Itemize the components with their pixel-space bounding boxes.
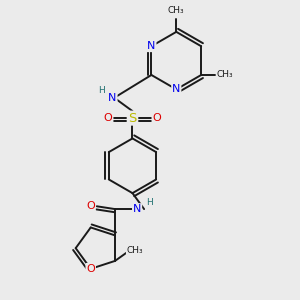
Text: H: H (99, 86, 105, 95)
Text: H: H (146, 198, 152, 207)
Text: N: N (108, 93, 117, 103)
Text: CH₃: CH₃ (127, 246, 143, 255)
Text: N: N (133, 204, 141, 214)
Text: N: N (172, 84, 181, 94)
Text: N: N (147, 41, 156, 51)
Text: CH₃: CH₃ (217, 70, 233, 80)
Text: O: O (86, 201, 95, 211)
Text: CH₃: CH₃ (168, 6, 184, 15)
Text: O: O (153, 113, 161, 123)
Text: S: S (128, 112, 137, 124)
Text: O: O (86, 264, 95, 274)
Text: O: O (103, 113, 112, 123)
